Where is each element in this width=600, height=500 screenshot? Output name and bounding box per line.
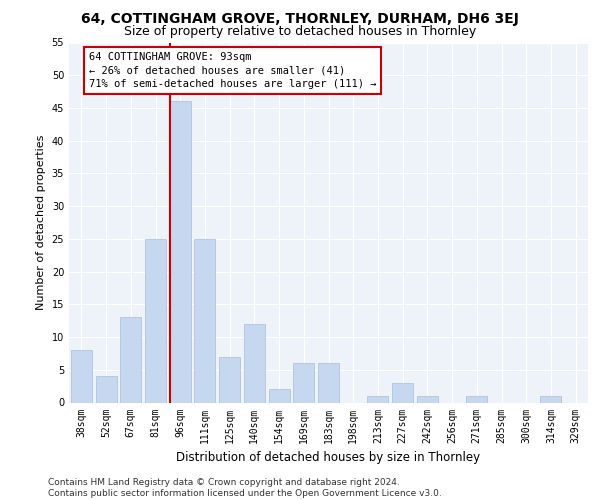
Bar — [269, 390, 290, 402]
Bar — [145, 239, 166, 402]
Bar — [194, 239, 215, 402]
Bar — [466, 396, 487, 402]
Bar — [219, 356, 240, 403]
Text: 64 COTTINGHAM GROVE: 93sqm
← 26% of detached houses are smaller (41)
71% of semi: 64 COTTINGHAM GROVE: 93sqm ← 26% of deta… — [89, 52, 376, 88]
Bar — [244, 324, 265, 402]
Text: 64, COTTINGHAM GROVE, THORNLEY, DURHAM, DH6 3EJ: 64, COTTINGHAM GROVE, THORNLEY, DURHAM, … — [81, 12, 519, 26]
Bar — [367, 396, 388, 402]
Bar — [318, 363, 339, 403]
Bar — [541, 396, 562, 402]
X-axis label: Distribution of detached houses by size in Thornley: Distribution of detached houses by size … — [176, 451, 481, 464]
Bar — [71, 350, 92, 403]
Bar — [417, 396, 438, 402]
Bar — [392, 383, 413, 402]
Text: Contains HM Land Registry data © Crown copyright and database right 2024.
Contai: Contains HM Land Registry data © Crown c… — [48, 478, 442, 498]
Bar — [170, 102, 191, 403]
Text: Size of property relative to detached houses in Thornley: Size of property relative to detached ho… — [124, 25, 476, 38]
Bar — [95, 376, 116, 402]
Y-axis label: Number of detached properties: Number of detached properties — [36, 135, 46, 310]
Bar — [120, 318, 141, 402]
Bar — [293, 363, 314, 403]
